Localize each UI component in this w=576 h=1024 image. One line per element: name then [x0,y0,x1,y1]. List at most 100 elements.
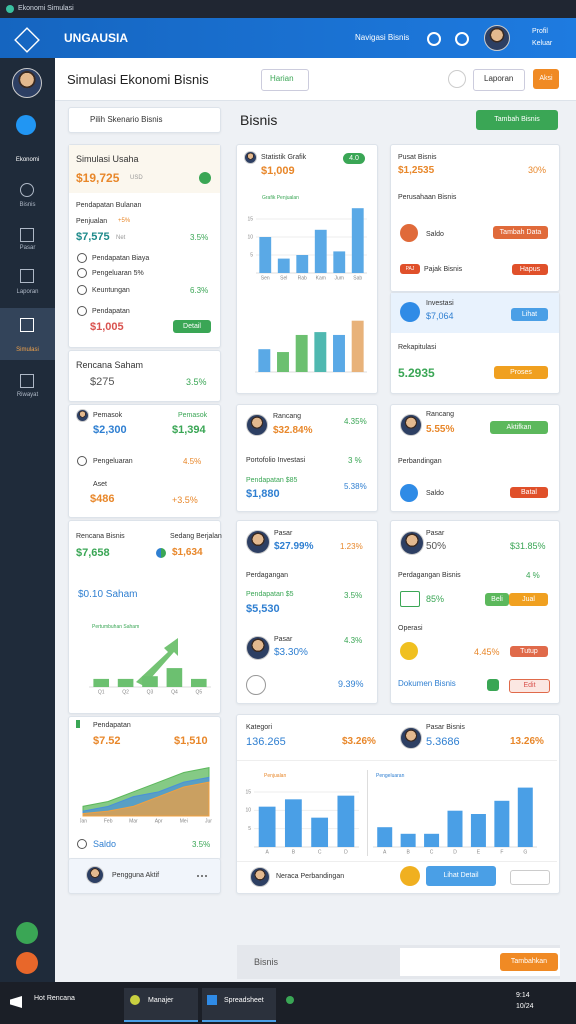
nav-item[interactable]: Pasar [19,245,36,251]
tag: PAJ [400,264,420,274]
x-tick-label: D [344,849,348,855]
add-button[interactable]: Tambah Bisnis [476,110,558,130]
radio[interactable] [77,306,87,316]
buy-button[interactable]: Beli [485,593,509,606]
radio[interactable] [77,268,87,278]
marker [76,720,80,728]
taskbar-item[interactable]: Hot Rencana [34,995,75,1002]
nav-item[interactable]: Bisnis [19,202,36,208]
card-title: Rencana Bisnis [76,533,125,540]
label: Rekapitulasi [398,344,437,351]
nav-item[interactable]: Laporan [16,289,39,295]
detail-button[interactable]: Lihat Detail [426,866,496,886]
nav-icon[interactable] [20,374,34,388]
detail-button[interactable]: Detail [173,320,211,333]
help-button[interactable] [16,922,38,944]
add-data-button[interactable]: Tambah Data [493,226,548,239]
x-tick-label: C [318,849,322,855]
card [68,350,221,402]
nav-icon[interactable] [20,228,34,242]
cancel-button[interactable]: Batal [510,487,548,498]
edit-button[interactable]: Edit [509,679,550,693]
x-tick-label: G [523,849,527,855]
search-button[interactable] [448,70,466,88]
nav-active [0,308,55,360]
taskbar-app[interactable] [202,988,276,1022]
note: Net [116,235,126,241]
label: Perbandingan [398,458,442,465]
value: $1,510 [174,735,208,747]
notification-icon[interactable] [427,32,441,46]
report-button[interactable] [473,69,525,91]
icon [400,484,418,502]
process-button[interactable]: Proses [494,366,548,379]
value: $1,880 [246,488,280,500]
nav-icon[interactable] [20,183,34,197]
tray-icon [286,996,294,1004]
x-tick-label: F [500,849,503,855]
profile-link[interactable]: Profil [532,28,548,35]
bar [117,678,134,687]
x-tick-label: Q1 [98,689,105,695]
x-tick-label: D [453,849,457,855]
action-button[interactable]: Aksi [533,69,559,89]
value: 50% [426,541,447,552]
bar [447,810,463,847]
card [68,404,221,518]
label: Pendapatan [92,308,130,315]
bar [284,799,302,847]
x-tick-label: Jun [205,818,212,824]
bar [424,833,440,847]
nav-icon[interactable] [16,115,36,135]
value: $1,009 [261,165,295,177]
add-footer-button[interactable]: Tambahkan [500,953,558,971]
logout-link[interactable]: Keluar [532,40,553,47]
radio[interactable] [77,253,87,263]
scenario-select[interactable] [68,107,221,133]
percent: 30% [528,165,547,175]
percent: 4.45% [474,647,500,657]
badge: +5% [118,218,131,224]
label: Perdagangan [246,572,289,579]
bar [314,229,327,273]
percent: +3.5% [172,495,198,505]
nav-item[interactable]: Riwayat [16,392,39,398]
start-button[interactable] [10,996,22,1008]
more-button[interactable] [196,875,208,877]
radio[interactable] [77,456,87,466]
sidebar-avatar[interactable] [12,68,42,98]
bar [314,332,327,372]
small-button[interactable] [510,870,550,885]
nav-icon[interactable] [20,318,34,332]
toolbar [55,58,576,101]
view-button[interactable]: Lihat [511,308,548,321]
x-tick-label: Q3 [147,689,154,695]
nav-icon[interactable] [20,269,34,283]
sell-button[interactable]: Jual [509,593,548,606]
taskbar-app[interactable] [124,988,198,1022]
activate-button[interactable]: Aktifkan [490,421,548,434]
nav-item[interactable]: Simulasi [16,347,39,353]
percent: 4.5% [183,457,202,466]
report-label: Laporan [484,74,514,83]
nav-link[interactable]: Navigasi Bisnis [355,33,410,42]
icon [400,866,420,886]
radio[interactable] [77,839,87,849]
delete-button[interactable]: Hapus [512,264,548,275]
radio[interactable] [77,285,87,295]
chart: 5 10 15 A B C D [245,789,359,855]
period-dropdown[interactable] [261,69,309,91]
label: Pendapatan $5 [246,591,294,598]
user-avatar[interactable] [484,25,510,51]
nav-item[interactable]: Ekonomi [15,157,40,163]
card-title: Rancang [426,411,455,418]
label: Penjualan [76,218,108,225]
bar [190,678,207,687]
percent: $31.85% [510,541,546,551]
alert-button[interactable] [16,952,38,974]
close-button[interactable]: Tutup [510,646,548,657]
total: $1,005 [90,321,124,333]
app-name: Spreadsheet [224,997,264,1004]
settings-icon[interactable] [455,32,469,46]
avatar [244,151,257,164]
